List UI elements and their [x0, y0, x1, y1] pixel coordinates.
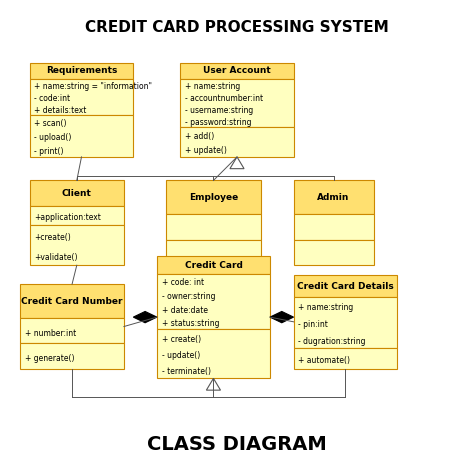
FancyBboxPatch shape [30, 79, 133, 115]
Text: User Account: User Account [203, 66, 271, 75]
FancyBboxPatch shape [293, 240, 374, 265]
Polygon shape [206, 378, 220, 390]
Text: + name:string = "information": + name:string = "information" [35, 82, 152, 91]
Text: + generate(): + generate() [25, 354, 74, 363]
FancyBboxPatch shape [293, 348, 397, 369]
Text: + status:string: + status:string [162, 319, 219, 328]
Text: +validate(): +validate() [35, 253, 78, 262]
FancyBboxPatch shape [166, 181, 261, 214]
Text: - code:int: - code:int [35, 94, 71, 103]
Text: + date:date: + date:date [162, 306, 208, 315]
FancyBboxPatch shape [30, 181, 124, 206]
FancyBboxPatch shape [293, 214, 374, 240]
FancyBboxPatch shape [157, 256, 270, 274]
Text: Client: Client [62, 189, 92, 198]
Text: Employee: Employee [189, 193, 238, 202]
Text: +application:text: +application:text [35, 213, 101, 222]
Text: Credit Card: Credit Card [184, 261, 242, 270]
Polygon shape [270, 311, 293, 323]
Text: + number:int: + number:int [25, 329, 76, 338]
FancyBboxPatch shape [30, 63, 133, 79]
Polygon shape [133, 311, 157, 323]
Text: - upload(): - upload() [35, 133, 72, 142]
Text: CLASS DIAGRAM: CLASS DIAGRAM [147, 435, 327, 454]
Text: Requirements: Requirements [46, 66, 117, 75]
Text: + details:text: + details:text [35, 106, 87, 115]
FancyBboxPatch shape [166, 240, 261, 265]
FancyBboxPatch shape [157, 329, 270, 378]
FancyBboxPatch shape [30, 115, 133, 157]
FancyBboxPatch shape [20, 318, 124, 344]
FancyBboxPatch shape [30, 225, 124, 265]
Text: - accountnumber:int: - accountnumber:int [185, 94, 263, 103]
FancyBboxPatch shape [293, 275, 397, 297]
Text: CREDIT CARD PROCESSING SYSTEM: CREDIT CARD PROCESSING SYSTEM [85, 20, 389, 35]
FancyBboxPatch shape [181, 79, 293, 128]
Text: + create(): + create() [162, 335, 201, 344]
Text: - username:string: - username:string [185, 106, 254, 115]
Text: Admin: Admin [318, 193, 350, 202]
Text: + update(): + update() [185, 146, 227, 155]
Text: - owner:string: - owner:string [162, 292, 215, 301]
Text: +create(): +create() [35, 233, 71, 242]
Text: + name:string: + name:string [185, 82, 240, 91]
FancyBboxPatch shape [30, 206, 124, 225]
Text: - password:string: - password:string [185, 118, 252, 127]
FancyBboxPatch shape [20, 344, 124, 369]
Text: Credit Card Details: Credit Card Details [297, 282, 394, 291]
FancyBboxPatch shape [181, 63, 293, 79]
Polygon shape [230, 157, 244, 169]
FancyBboxPatch shape [181, 128, 293, 157]
Text: - print(): - print() [35, 147, 64, 156]
Text: - terminate(): - terminate() [162, 367, 210, 376]
Text: - update(): - update() [162, 351, 200, 360]
Text: + add(): + add() [185, 132, 214, 141]
Text: + code: int: + code: int [162, 278, 204, 287]
FancyBboxPatch shape [293, 297, 397, 348]
FancyBboxPatch shape [293, 181, 374, 214]
Text: + name:string: + name:string [298, 303, 354, 312]
Text: - pin:int: - pin:int [298, 320, 328, 329]
Text: + scan(): + scan() [35, 119, 67, 128]
Text: + automate(): + automate() [298, 356, 350, 365]
FancyBboxPatch shape [20, 284, 124, 318]
Text: - dugration:string: - dugration:string [298, 337, 366, 346]
Text: Credit Card Number: Credit Card Number [21, 297, 123, 306]
FancyBboxPatch shape [166, 214, 261, 240]
FancyBboxPatch shape [157, 274, 270, 329]
